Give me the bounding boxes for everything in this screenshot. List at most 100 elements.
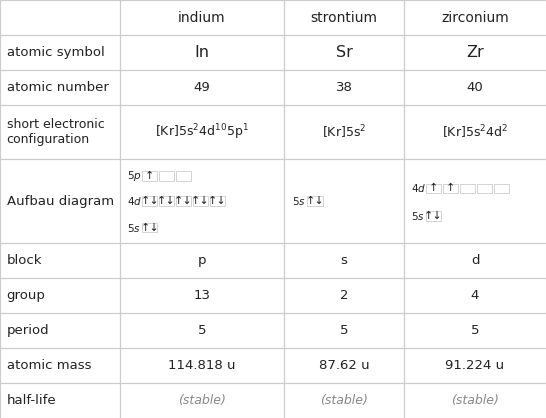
Bar — [0, 0, 120, 35]
Text: period: period — [7, 324, 49, 337]
Bar — [404, 383, 546, 418]
Bar — [120, 278, 284, 313]
Text: $5p$: $5p$ — [127, 169, 141, 183]
Text: (stable): (stable) — [178, 394, 226, 407]
Text: ↑: ↑ — [145, 171, 155, 181]
Text: 13: 13 — [193, 289, 211, 302]
Text: $4d$: $4d$ — [127, 195, 142, 207]
Text: $5s$: $5s$ — [411, 210, 424, 222]
Bar — [0, 348, 120, 383]
Bar — [120, 70, 284, 105]
Bar — [120, 35, 284, 70]
Bar — [404, 278, 546, 313]
Bar — [404, 35, 546, 70]
Text: 5: 5 — [198, 324, 206, 337]
Bar — [404, 105, 546, 159]
Bar — [460, 184, 475, 193]
Bar — [284, 243, 404, 278]
Bar — [142, 196, 157, 206]
Text: block: block — [7, 254, 42, 267]
Text: 91.224 u: 91.224 u — [446, 359, 505, 372]
Text: 4: 4 — [471, 289, 479, 302]
Bar — [284, 0, 404, 35]
Text: 114.818 u: 114.818 u — [168, 359, 236, 372]
Text: half-life: half-life — [7, 394, 56, 407]
Bar — [426, 212, 441, 221]
Bar — [404, 313, 546, 348]
Bar — [0, 159, 120, 243]
Bar — [120, 313, 284, 348]
Text: 5: 5 — [471, 324, 479, 337]
Bar — [0, 278, 120, 313]
Text: ↑↓: ↑↓ — [208, 196, 227, 206]
Bar — [120, 348, 284, 383]
Text: 38: 38 — [336, 81, 352, 94]
Bar — [307, 196, 323, 206]
Bar — [443, 184, 458, 193]
Bar — [193, 196, 208, 206]
Text: atomic number: atomic number — [7, 81, 109, 94]
Text: zirconium: zirconium — [441, 10, 509, 25]
Bar — [404, 70, 546, 105]
Text: s: s — [341, 254, 347, 267]
Bar — [284, 313, 404, 348]
Bar — [142, 171, 157, 181]
Bar — [404, 159, 546, 243]
Text: $5s$: $5s$ — [127, 222, 140, 234]
Bar — [0, 70, 120, 105]
Bar — [477, 184, 492, 193]
Text: In: In — [194, 45, 210, 60]
Text: $4d$: $4d$ — [411, 183, 426, 194]
Bar — [284, 35, 404, 70]
Text: short electronic
configuration: short electronic configuration — [7, 118, 104, 146]
Bar — [404, 348, 546, 383]
Bar — [494, 184, 509, 193]
Text: indium: indium — [178, 10, 226, 25]
Text: p: p — [198, 254, 206, 267]
Text: 40: 40 — [467, 81, 483, 94]
Text: $\mathregular{[Kr]5s^2}$: $\mathregular{[Kr]5s^2}$ — [322, 123, 366, 141]
Text: ↑: ↑ — [429, 184, 438, 194]
Bar — [120, 243, 284, 278]
Text: ↑↓: ↑↓ — [191, 196, 210, 206]
Text: $5s$: $5s$ — [292, 195, 306, 207]
Bar — [159, 171, 174, 181]
Bar — [284, 70, 404, 105]
Text: ↑↓: ↑↓ — [424, 211, 443, 221]
Bar — [404, 243, 546, 278]
Bar — [176, 171, 191, 181]
Text: ↑↓: ↑↓ — [140, 223, 159, 233]
Bar — [120, 105, 284, 159]
Text: (stable): (stable) — [320, 394, 368, 407]
Bar — [0, 105, 120, 159]
Text: ↑↓: ↑↓ — [306, 196, 324, 206]
Text: $\mathregular{[Kr]5s^24d^2}$: $\mathregular{[Kr]5s^24d^2}$ — [442, 123, 508, 141]
Bar — [284, 383, 404, 418]
Bar — [0, 383, 120, 418]
Bar — [120, 0, 284, 35]
Bar — [142, 223, 157, 232]
Text: Aufbau diagram: Aufbau diagram — [7, 194, 114, 207]
Text: Zr: Zr — [466, 45, 484, 60]
Text: (stable): (stable) — [451, 394, 499, 407]
Text: atomic mass: atomic mass — [7, 359, 91, 372]
Bar — [404, 0, 546, 35]
Text: 2: 2 — [340, 289, 348, 302]
Text: 49: 49 — [194, 81, 210, 94]
Bar — [0, 35, 120, 70]
Text: 5: 5 — [340, 324, 348, 337]
Bar — [284, 159, 404, 243]
Text: strontium: strontium — [311, 10, 377, 25]
Bar — [284, 348, 404, 383]
Bar — [0, 243, 120, 278]
Text: atomic symbol: atomic symbol — [7, 46, 104, 59]
Bar — [120, 383, 284, 418]
Bar — [284, 105, 404, 159]
Bar — [0, 313, 120, 348]
Text: ↑↓: ↑↓ — [140, 196, 159, 206]
Bar — [210, 196, 225, 206]
Bar — [426, 184, 441, 193]
Bar — [120, 159, 284, 243]
Text: Sr: Sr — [336, 45, 352, 60]
Text: ↑: ↑ — [446, 184, 455, 194]
